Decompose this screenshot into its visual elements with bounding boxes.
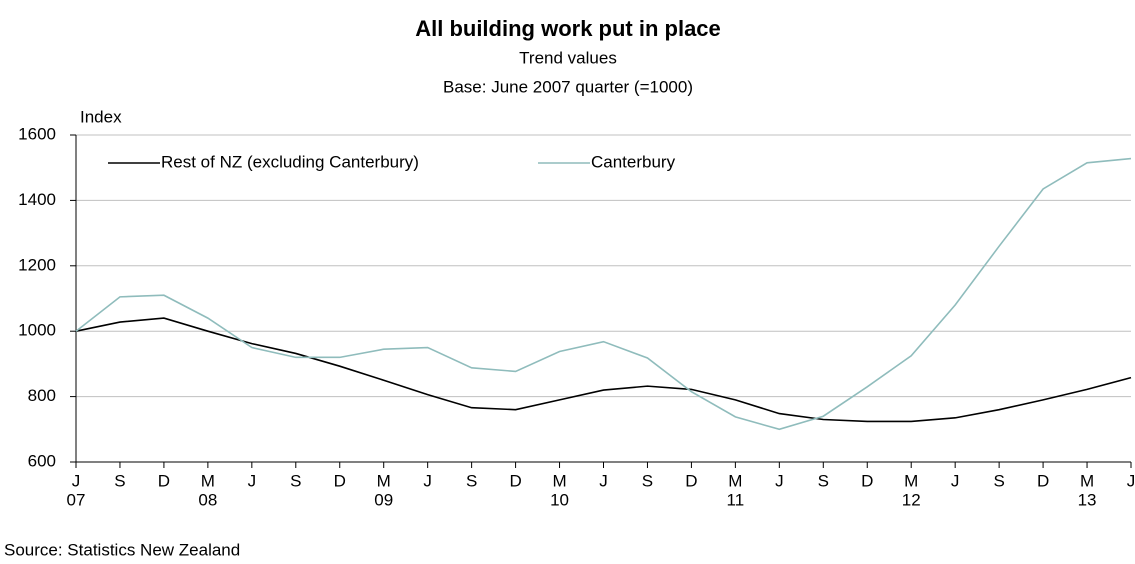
x-tick-label: M [377,471,391,490]
source-note: Source: Statistics New Zealand [4,540,240,559]
legend-label: Canterbury [591,152,676,171]
x-tick-label: S [642,471,653,490]
x-tick-label: D [509,471,521,490]
x-tick-label: S [818,471,829,490]
x-tick-label: M [1080,471,1094,490]
x-tick-label: M [201,471,215,490]
y-tick-label: 1400 [18,190,56,209]
x-year-label: 10 [550,490,569,509]
y-axis-label: Index [80,107,122,126]
y-tick-label: 1000 [18,321,56,340]
x-tick-label: S [993,471,1004,490]
series-line [75,157,1132,431]
x-year-label: 13 [1078,490,1097,509]
x-year-label: 12 [902,490,921,509]
x-tick-label: D [1037,471,1049,490]
y-tick-label: 1200 [18,255,56,274]
x-tick-label: J [1127,471,1135,490]
x-tick-label: S [290,471,301,490]
x-year-label: 08 [198,490,217,509]
y-tick-label: 800 [28,386,56,405]
x-year-label: 07 [67,490,86,509]
x-tick-label: J [248,471,257,490]
x-tick-label: D [334,471,346,490]
x-tick-label: J [72,471,81,490]
x-tick-label: M [728,471,742,490]
x-tick-label: D [861,471,873,490]
x-year-label: 09 [374,490,393,509]
y-tick-label: 1600 [18,124,56,143]
x-tick-label: D [685,471,697,490]
x-tick-label: J [775,471,784,490]
x-tick-label: D [158,471,170,490]
x-tick-label: J [599,471,608,490]
x-tick-label: S [114,471,125,490]
series-line [75,317,1132,423]
chart-subtitle: Trend values [519,48,617,67]
legend-label: Rest of NZ (excluding Canterbury) [161,152,419,171]
chart-subtitle: Base: June 2007 quarter (=1000) [443,77,693,96]
x-tick-label: J [423,471,432,490]
x-tick-label: J [951,471,960,490]
chart-title: All building work put in place [415,16,721,41]
x-tick-label: M [904,471,918,490]
y-tick-label: 600 [28,451,56,470]
x-year-label: 11 [727,490,745,509]
x-tick-label: M [552,471,566,490]
x-tick-label: S [466,471,477,490]
